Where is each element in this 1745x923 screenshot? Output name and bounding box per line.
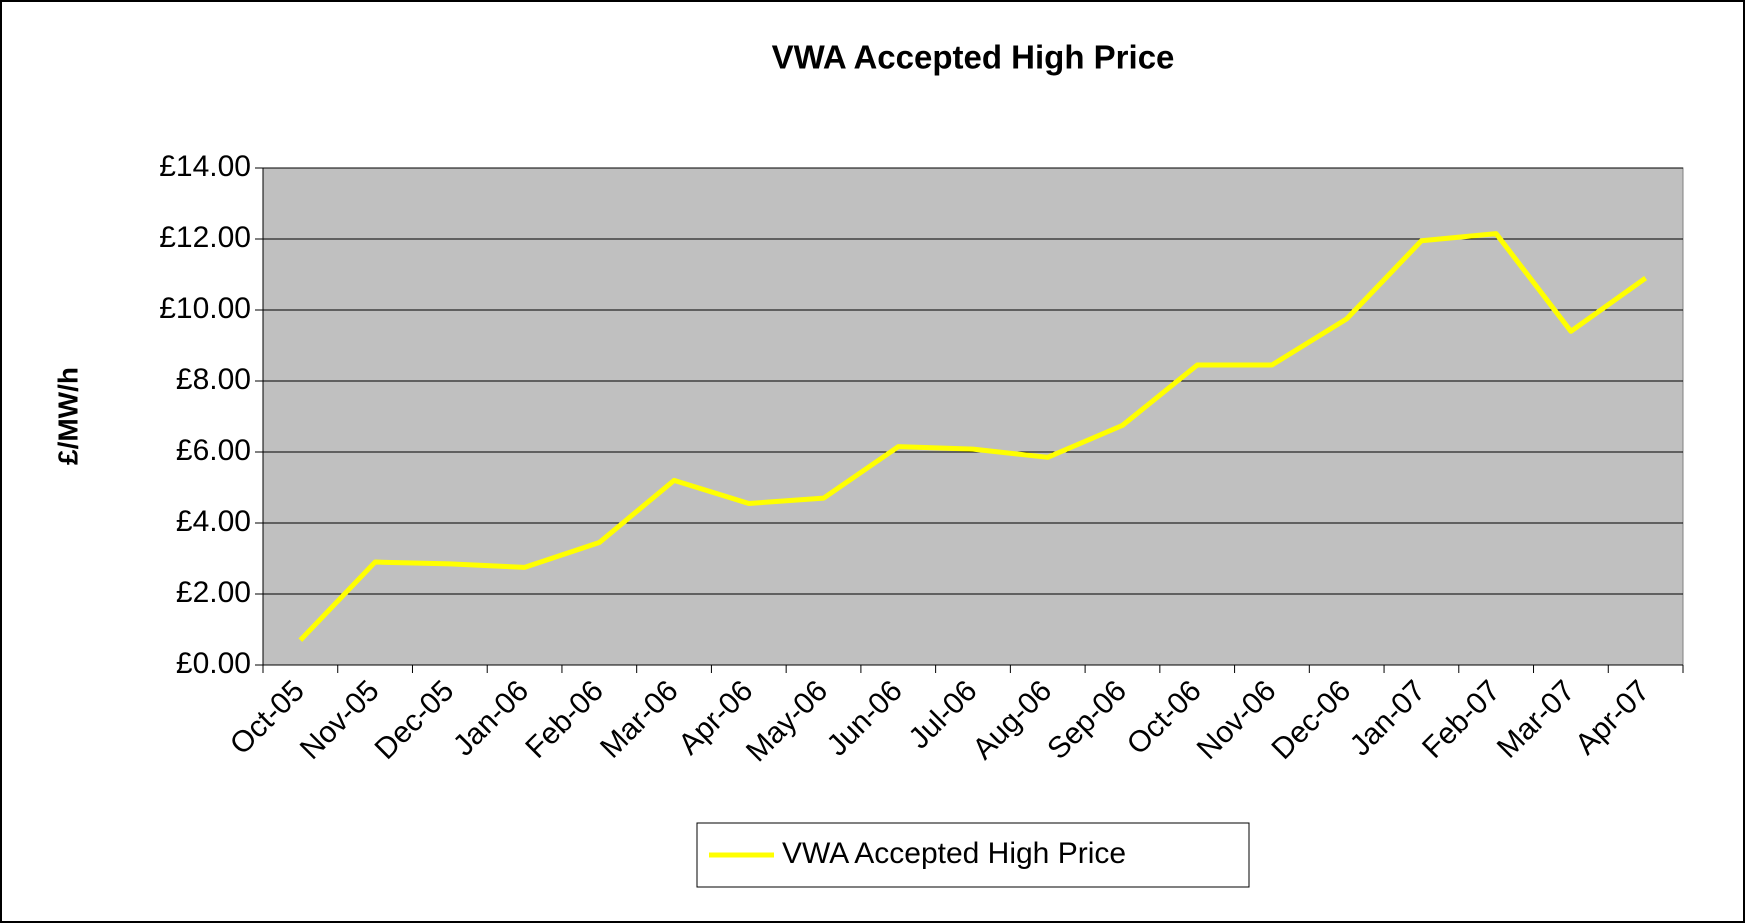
- y-tick-label: £12.00: [159, 221, 251, 254]
- y-tick-label: £10.00: [159, 292, 251, 325]
- series-line: [298, 231, 1648, 642]
- y-tick-label: £14.00: [159, 150, 251, 183]
- chart-title: VWA Accepted High Price: [772, 39, 1175, 76]
- y-tick-label: £2.00: [176, 576, 251, 609]
- legend-box: [696, 822, 1250, 888]
- y-tick-label: £4.00: [176, 505, 251, 538]
- legend-label: VWA Accepted High Price: [782, 837, 1126, 870]
- y-tick-label: £0.00: [176, 647, 251, 680]
- y-tick-label: £8.00: [176, 363, 251, 396]
- plot-area: [262, 167, 1684, 666]
- y-axis-label: £/MW/h: [52, 367, 83, 465]
- y-tick-label: £6.00: [176, 434, 251, 467]
